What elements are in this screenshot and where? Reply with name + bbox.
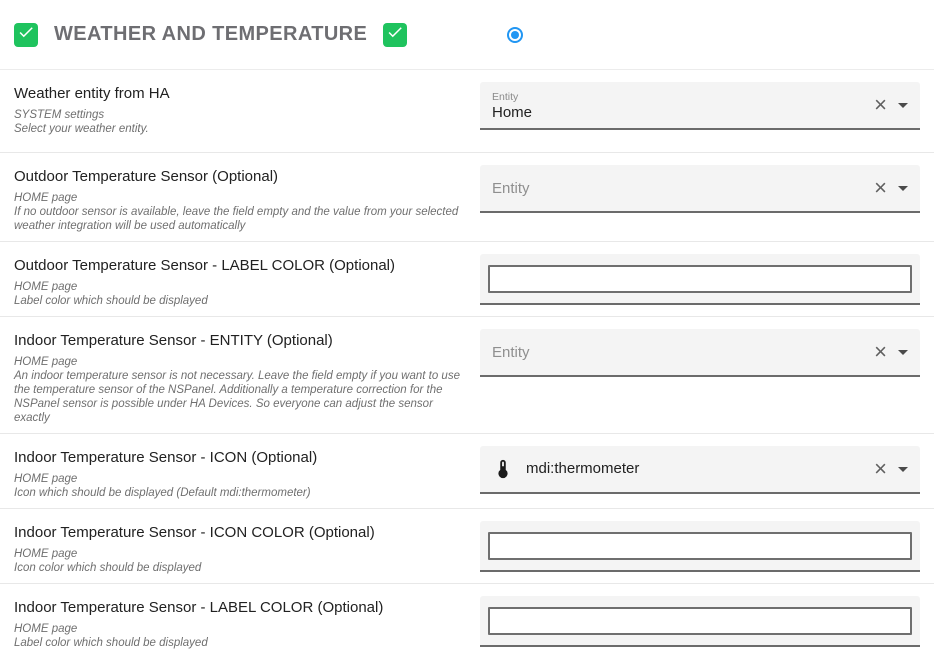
setting-field-column: Entity × xyxy=(480,153,920,241)
settings-list: Weather entity from HA SYSTEM settings S… xyxy=(0,70,934,664)
setting-text-block: Indoor Temperature Sensor - ENTITY (Opti… xyxy=(0,317,480,433)
text-field-container xyxy=(480,254,920,305)
field-content: Entity xyxy=(492,344,868,361)
setting-scope: SYSTEM settings xyxy=(14,109,105,121)
indoor-temp-icon-select[interactable]: mdi:thermometer × xyxy=(480,446,920,494)
radio-dot-icon xyxy=(511,30,520,39)
setting-field-column xyxy=(480,584,920,664)
setting-scope: HOME page xyxy=(14,281,78,293)
setting-scope: HOME page xyxy=(14,192,78,204)
setting-scope: HOME page xyxy=(14,473,78,485)
text-field-container xyxy=(480,596,920,647)
clear-icon[interactable]: × xyxy=(874,339,887,364)
weather-entity-select[interactable]: Entity Home × xyxy=(480,82,920,130)
setting-description: Label color which should be displayed xyxy=(14,295,208,307)
setting-scope: HOME page xyxy=(14,623,78,635)
setting-label: Outdoor Temperature Sensor - LABEL COLOR… xyxy=(14,257,396,274)
dropdown-caret-icon[interactable] xyxy=(898,102,908,108)
field-value: Entity xyxy=(492,343,530,361)
setting-label: Indoor Temperature Sensor - ICON COLOR (… xyxy=(14,524,375,541)
section-enable-checkbox[interactable] xyxy=(14,22,38,47)
section-header: WEATHER AND TEMPERATURE xyxy=(0,0,934,70)
setting-text-block: Indoor Temperature Sensor - ICON (Option… xyxy=(0,434,480,508)
setting-scope: HOME page xyxy=(14,548,78,560)
indoor-temp-label-color-input[interactable] xyxy=(488,607,912,635)
setting-description: Icon color which should be displayed xyxy=(14,562,202,574)
field-value: Entity xyxy=(492,179,530,197)
field-floating-label: Entity xyxy=(492,90,519,103)
setting-scope: HOME page xyxy=(14,356,78,368)
field-content: Entity Home xyxy=(492,89,868,122)
setting-text-block: Outdoor Temperature Sensor - LABEL COLOR… xyxy=(0,242,480,316)
settings-row: Outdoor Temperature Sensor (Optional) HO… xyxy=(0,153,934,242)
setting-description: Icon which should be displayed (Default … xyxy=(14,487,311,499)
indoor-temp-icon-color-input[interactable] xyxy=(488,532,912,560)
setting-text-block: Indoor Temperature Sensor - ICON COLOR (… xyxy=(0,509,480,583)
setting-field-column: Entity Home × xyxy=(480,70,920,152)
field-value: mdi:thermometer xyxy=(526,460,640,477)
thermometer-icon xyxy=(492,458,514,480)
setting-label: Weather entity from HA xyxy=(14,85,170,102)
outdoor-temp-entity-select[interactable]: Entity × xyxy=(480,165,920,213)
page-title: WEATHER AND TEMPERATURE xyxy=(54,23,368,45)
setting-field-column xyxy=(480,242,920,316)
setting-label: Indoor Temperature Sensor - ENTITY (Opti… xyxy=(14,332,333,349)
checkmark-icon xyxy=(17,23,35,46)
setting-field-column: mdi:thermometer × xyxy=(480,434,920,508)
setting-description: An indoor temperature sensor is not nece… xyxy=(14,370,460,424)
clear-icon[interactable]: × xyxy=(874,92,887,117)
setting-text-block: Weather entity from HA SYSTEM settings S… xyxy=(0,70,480,152)
settings-row: Indoor Temperature Sensor - ICON (Option… xyxy=(0,434,934,509)
field-content: mdi:thermometer xyxy=(526,460,868,478)
clear-icon[interactable]: × xyxy=(874,456,887,481)
checkmark-icon xyxy=(386,23,404,46)
setting-field-column xyxy=(480,509,920,583)
settings-row: Outdoor Temperature Sensor - LABEL COLOR… xyxy=(0,242,934,317)
setting-text-block: Indoor Temperature Sensor - LABEL COLOR … xyxy=(0,584,480,664)
text-field-container xyxy=(480,521,920,572)
settings-row: Weather entity from HA SYSTEM settings S… xyxy=(0,70,934,153)
dropdown-caret-icon[interactable] xyxy=(898,349,908,355)
outdoor-temp-label-color-input[interactable] xyxy=(488,265,912,293)
settings-row: Indoor Temperature Sensor - LABEL COLOR … xyxy=(0,584,934,664)
settings-row: Indoor Temperature Sensor - ENTITY (Opti… xyxy=(0,317,934,434)
dropdown-caret-icon[interactable] xyxy=(898,185,908,191)
setting-label: Outdoor Temperature Sensor (Optional) xyxy=(14,168,279,185)
field-value: Home xyxy=(492,103,533,121)
section-secondary-checkbox[interactable] xyxy=(383,22,408,47)
settings-row: Indoor Temperature Sensor - ICON COLOR (… xyxy=(0,509,934,584)
field-content: Entity xyxy=(492,180,868,197)
setting-field-column: Entity × xyxy=(480,317,920,433)
section-radio-button[interactable] xyxy=(507,26,524,43)
setting-description: Label color which should be displayed xyxy=(14,637,208,649)
setting-label: Indoor Temperature Sensor - LABEL COLOR … xyxy=(14,599,384,616)
setting-description: If no outdoor sensor is available, leave… xyxy=(14,206,459,232)
dropdown-caret-icon[interactable] xyxy=(898,466,908,472)
setting-text-block: Outdoor Temperature Sensor (Optional) HO… xyxy=(0,153,480,241)
clear-icon[interactable]: × xyxy=(874,175,887,200)
setting-label: Indoor Temperature Sensor - ICON (Option… xyxy=(14,449,318,466)
indoor-temp-entity-select[interactable]: Entity × xyxy=(480,329,920,377)
setting-description: Select your weather entity. xyxy=(14,123,149,135)
